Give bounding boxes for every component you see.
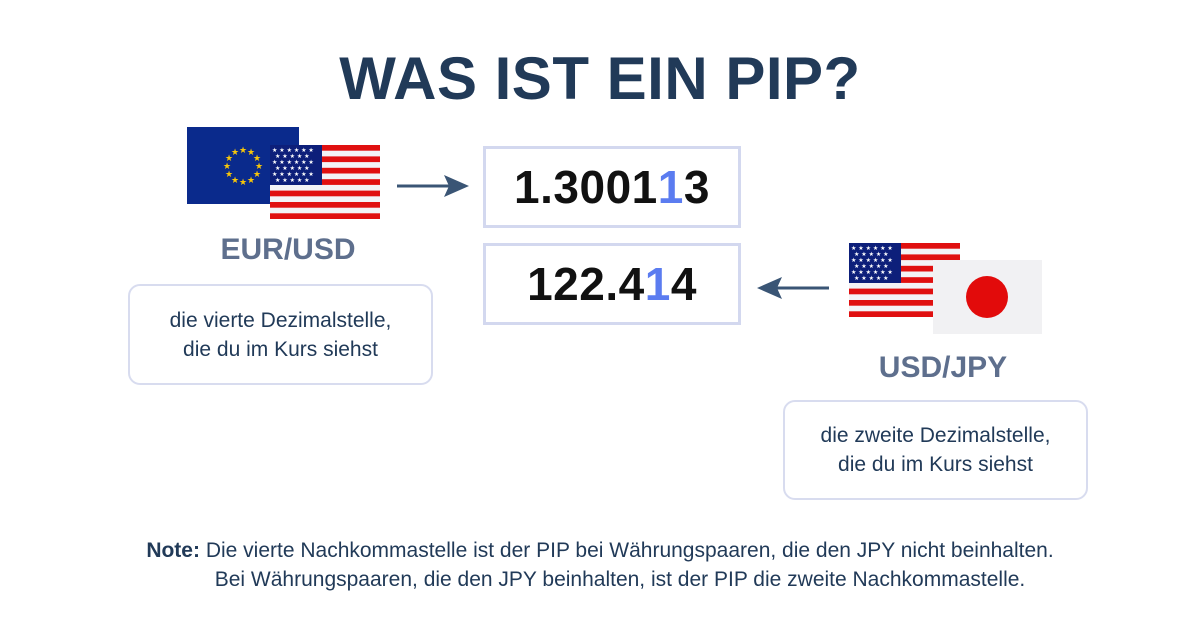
svg-text:★ ★ ★ ★ ★: ★ ★ ★ ★ ★: [275, 165, 310, 172]
svg-text:★: ★: [231, 148, 239, 158]
footnote-text-1: Die vierte Nachkommastelle ist der PIP b…: [205, 539, 1054, 562]
pair-label-usdjpy: USD/JPY: [878, 351, 1008, 384]
svg-text:★: ★: [223, 162, 231, 172]
footnote: Note: Die vierte Nachkommastelle ist der…: [0, 536, 1200, 594]
pip-digit-highlight: 1: [657, 161, 684, 213]
eurusd-description-box: die vierte Dezimalstelle, die du im Kurs…: [128, 284, 433, 385]
svg-text:★ ★ ★ ★ ★: ★ ★ ★ ★ ★: [854, 275, 889, 282]
eurusd-description-line1: die vierte Dezimalstelle,: [169, 308, 392, 332]
arrow-left-icon: [756, 275, 830, 301]
svg-text:★ ★ ★ ★ ★ ★: ★ ★ ★ ★ ★ ★: [851, 245, 893, 252]
usdjpy-description-box: die zweite Dezimalstelle, die du im Kurs…: [783, 400, 1088, 500]
quote-prefix: 122.4: [527, 258, 645, 310]
footnote-line1: Note: Die vierte Nachkommastelle ist der…: [0, 536, 1200, 565]
svg-text:★ ★ ★ ★ ★ ★: ★ ★ ★ ★ ★ ★: [272, 147, 314, 154]
pair-label-eurusd: EUR/USD: [220, 233, 356, 266]
us-flag-icon: ★ ★ ★ ★ ★ ★ ★ ★ ★ ★ ★ ★ ★ ★ ★ ★ ★ ★ ★ ★ …: [849, 243, 960, 317]
svg-text:★: ★: [239, 146, 247, 156]
us-flag-icon: ★ ★ ★ ★ ★ ★ ★ ★ ★ ★ ★ ★ ★ ★ ★ ★ ★ ★ ★ ★ …: [270, 145, 380, 219]
svg-text:★: ★: [253, 154, 261, 164]
quote-box-usdjpy: 122.4 1 4: [483, 243, 741, 325]
quote-prefix: 1.3001: [514, 161, 658, 213]
svg-text:★: ★: [225, 154, 233, 164]
svg-text:★ ★ ★ ★ ★: ★ ★ ★ ★ ★: [854, 263, 889, 270]
svg-text:★ ★ ★ ★ ★ ★: ★ ★ ★ ★ ★ ★: [851, 269, 893, 276]
svg-text:★ ★ ★ ★ ★: ★ ★ ★ ★ ★: [275, 153, 310, 160]
usdjpy-description-line2: die du im Kurs siehst: [838, 453, 1033, 476]
svg-text:★ ★ ★ ★ ★ ★: ★ ★ ★ ★ ★ ★: [851, 257, 893, 264]
arrow-right-icon: [396, 173, 470, 199]
quote-box-eurusd: 1.3001 1 3: [483, 146, 741, 228]
svg-text:★: ★: [255, 162, 263, 172]
footnote-label: Note:: [146, 539, 200, 562]
footnote-line2: Bei Währungspaaren, die den JPY beinhalt…: [0, 565, 1200, 594]
japan-flag-icon: [933, 260, 1042, 334]
svg-text:★: ★: [239, 178, 247, 188]
svg-text:★ ★ ★ ★ ★ ★: ★ ★ ★ ★ ★ ★: [272, 159, 314, 166]
page-title: WAS IST EIN PIP?: [339, 45, 861, 112]
svg-text:★ ★ ★ ★ ★ ★: ★ ★ ★ ★ ★ ★: [272, 171, 314, 178]
pip-digit-highlight: 1: [644, 258, 671, 310]
footnote-text-2: Bei Währungspaaren, die den JPY beinhalt…: [214, 568, 1026, 591]
svg-text:★ ★ ★ ★ ★: ★ ★ ★ ★ ★: [854, 251, 889, 258]
svg-text:★: ★: [225, 170, 233, 180]
quote-suffix: 3: [683, 161, 710, 213]
eurusd-description-line2: die du im Kurs siehst: [183, 337, 378, 361]
svg-text:★ ★ ★ ★ ★: ★ ★ ★ ★ ★: [275, 177, 310, 184]
quote-suffix: 4: [670, 258, 697, 310]
svg-text:★: ★: [231, 176, 239, 186]
svg-text:★: ★: [247, 176, 255, 186]
usdjpy-description-line1: die zweite Dezimalstelle,: [820, 424, 1051, 447]
svg-text:★: ★: [253, 170, 261, 180]
svg-text:★: ★: [247, 148, 255, 158]
